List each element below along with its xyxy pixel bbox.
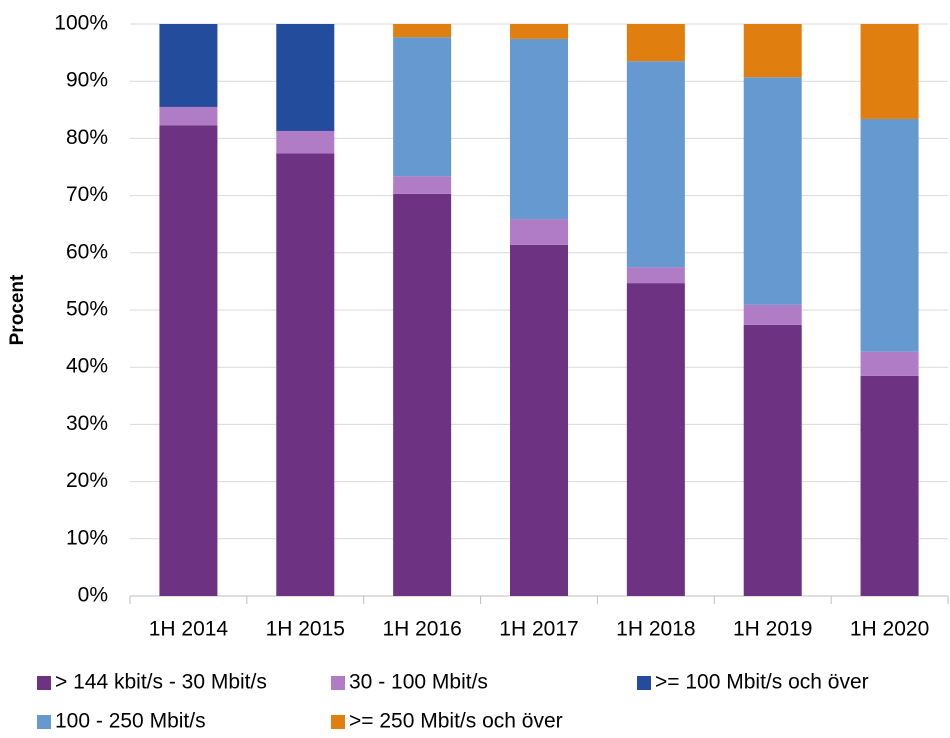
bar-segment bbox=[743, 304, 802, 325]
legend-label: 100 - 250 Mbit/s bbox=[55, 710, 206, 733]
bar-segment bbox=[276, 24, 335, 131]
legend-swatch bbox=[331, 715, 345, 729]
bar-segment bbox=[393, 176, 452, 194]
y-tick-label: 70% bbox=[66, 183, 108, 206]
bar-segment bbox=[743, 324, 802, 596]
y-tick-label: 60% bbox=[66, 240, 108, 263]
legend-swatch bbox=[37, 715, 51, 729]
x-tick-label: 1H 2018 bbox=[616, 618, 695, 641]
bar-segment bbox=[860, 24, 919, 119]
bar-segment bbox=[159, 24, 218, 107]
bar-segment bbox=[510, 244, 568, 597]
y-tick-label: 80% bbox=[66, 126, 108, 149]
x-tick-label: 1H 2016 bbox=[382, 618, 461, 641]
bar-segment bbox=[743, 77, 802, 305]
legend-label: > 144 kbit/s - 30 Mbit/s bbox=[55, 671, 267, 694]
bar-segment bbox=[626, 267, 685, 284]
legend-label: >= 250 Mbit/s och över bbox=[349, 710, 563, 733]
bar-segment bbox=[860, 375, 919, 596]
bar-segment bbox=[626, 61, 685, 268]
legend-swatch bbox=[37, 676, 51, 690]
bar-segment bbox=[743, 24, 802, 78]
bar-segment bbox=[393, 37, 452, 177]
legend-swatch bbox=[637, 676, 651, 690]
bar-segment bbox=[626, 283, 685, 596]
legend-label: >= 100 Mbit/s och över bbox=[655, 671, 869, 694]
x-tick-label: 1H 2014 bbox=[149, 618, 229, 641]
bar-segment bbox=[510, 38, 568, 220]
bar-segment bbox=[276, 153, 335, 596]
bar-segment bbox=[276, 130, 335, 154]
bar-segment bbox=[626, 24, 685, 62]
bar-segment bbox=[510, 219, 568, 245]
x-tick-label: 1H 2020 bbox=[850, 618, 929, 641]
bar-segment bbox=[510, 24, 568, 39]
y-tick-label: 90% bbox=[66, 69, 108, 92]
y-tick-label: 100% bbox=[54, 12, 108, 35]
legend-swatch bbox=[331, 676, 345, 690]
bar-segment bbox=[860, 118, 919, 352]
y-tick-label: 20% bbox=[66, 469, 108, 492]
x-tick-label: 1H 2015 bbox=[266, 618, 345, 641]
y-tick-label: 0% bbox=[78, 584, 108, 607]
x-tick-label: 1H 2019 bbox=[733, 618, 812, 641]
y-tick-label: 40% bbox=[66, 355, 108, 378]
bar-segment bbox=[393, 24, 452, 38]
bar-segment bbox=[393, 193, 452, 596]
bar-segment bbox=[159, 125, 218, 596]
bar-segment bbox=[159, 106, 218, 126]
y-tick-label: 30% bbox=[66, 412, 108, 435]
y-tick-label: 10% bbox=[66, 526, 108, 549]
x-tick-label: 1H 2017 bbox=[499, 618, 578, 641]
y-axis-label: Procent bbox=[7, 274, 28, 345]
y-tick-label: 50% bbox=[66, 298, 108, 321]
bar-segment bbox=[860, 351, 919, 376]
legend-label: 30 - 100 Mbit/s bbox=[349, 671, 488, 694]
